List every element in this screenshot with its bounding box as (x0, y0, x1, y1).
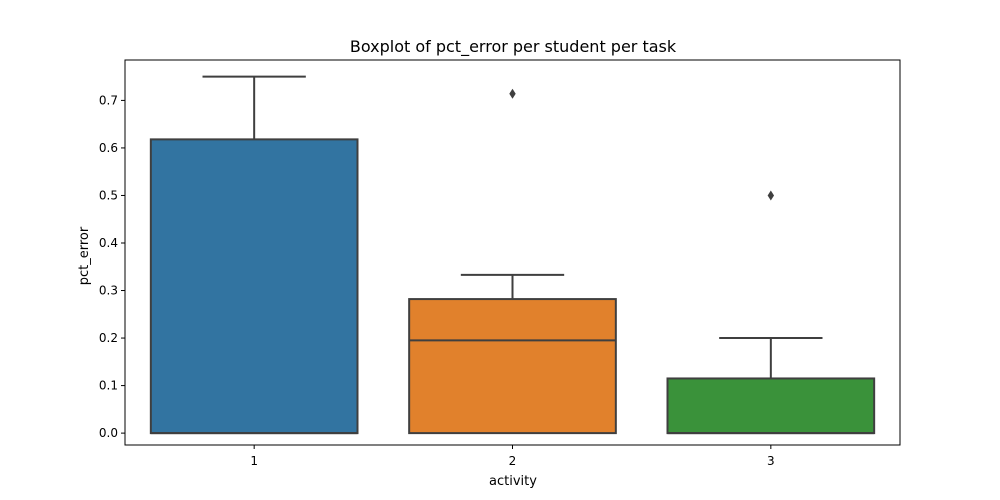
box-3 (666, 377, 876, 435)
x-tick-label-1: 1 (250, 454, 258, 468)
y-tick-label-2: 0.2 (99, 331, 118, 345)
outlier-2-0 (509, 88, 516, 99)
x-tick-label-3: 3 (767, 454, 775, 468)
y-tick-label-7: 0.7 (99, 93, 118, 107)
y-tick-label-6: 0.6 (99, 141, 118, 155)
box-1 (149, 138, 359, 435)
box-2 (408, 298, 617, 435)
y-tick-label-3: 0.3 (99, 284, 118, 298)
x-tick-label-2: 2 (509, 454, 517, 468)
y-tick-label-4: 0.4 (99, 236, 118, 250)
y-tick-label-5: 0.5 (99, 188, 118, 202)
y-tick-label-0: 0.0 (99, 426, 118, 440)
x-axis-label: activity (489, 474, 537, 489)
y-tick-label-1: 0.1 (99, 379, 118, 393)
outlier-3-0 (767, 190, 775, 201)
chart-title: Boxplot of pct_error per student per tas… (350, 37, 677, 57)
plot-area: 0.0 0.1 0.2 0.3 0.4 0.5 0.6 0.7 1 2 3 (99, 59, 901, 468)
y-axis-label: pct_error (77, 226, 92, 285)
